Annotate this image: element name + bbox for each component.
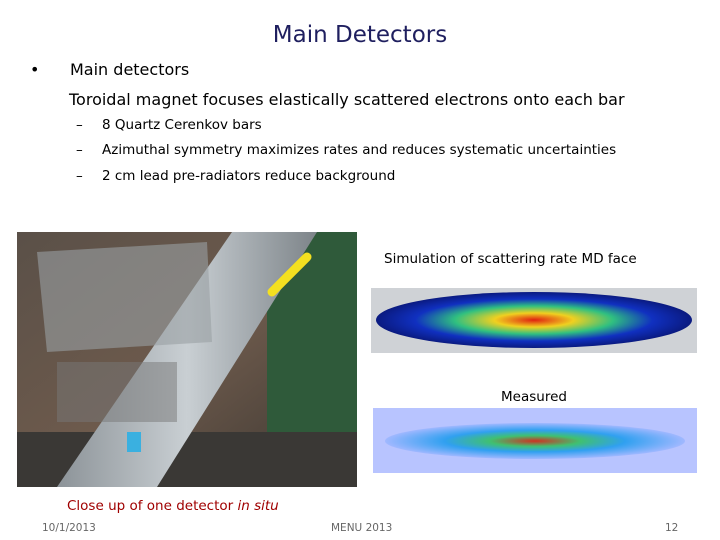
- detector-photo: [17, 232, 357, 487]
- dash: –: [76, 168, 83, 184]
- measured-heatmap: [373, 408, 697, 473]
- dash: –: [76, 142, 83, 158]
- slide-title: Main Detectors: [272, 22, 448, 48]
- list-item: Azimuthal symmetry maximizes rates and r…: [102, 142, 617, 158]
- caption-text: Close up of one detector: [67, 498, 234, 514]
- dash: –: [76, 117, 83, 133]
- footer-date: 10/1/2013: [42, 522, 96, 534]
- simulation-label: Simulation of scattering rate MD face: [384, 251, 637, 267]
- simulation-heatmap: [371, 288, 697, 353]
- measured-label: Measured: [501, 389, 567, 405]
- caption-emphasis: in situ: [237, 498, 279, 514]
- list-item: 2 cm lead pre-radiators reduce backgroun…: [102, 168, 396, 184]
- footer-page: 12: [665, 522, 679, 534]
- footer-event: MENU 2013: [331, 522, 393, 534]
- photo-caption: Close up of one detector in situ: [67, 498, 279, 514]
- bullet-subtext: Toroidal magnet focuses elastically scat…: [69, 90, 625, 109]
- bullet-text: Main detectors: [70, 60, 190, 79]
- bullet-mark: •: [30, 60, 40, 79]
- list-item: 8 Quartz Cerenkov bars: [102, 117, 262, 133]
